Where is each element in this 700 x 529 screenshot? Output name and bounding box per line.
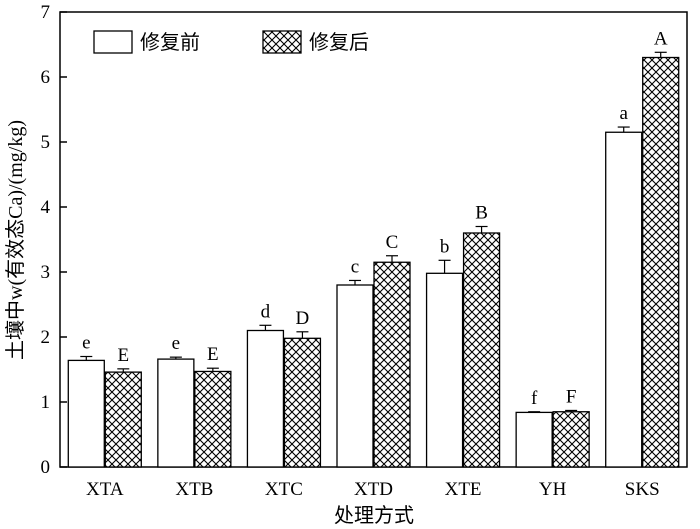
legend-label-before: 修复前 [140, 31, 200, 54]
bar-before [605, 131, 643, 468]
x-tick-label: YH [539, 479, 567, 500]
bar-after [552, 411, 590, 468]
bar-before [336, 284, 374, 468]
x-tick-label: XTC [265, 479, 303, 500]
significance-label: D [296, 308, 310, 329]
significance-label: E [207, 344, 219, 365]
bar-after [462, 232, 501, 468]
significance-label: b [440, 236, 450, 257]
bar-after [373, 261, 411, 468]
significance-label: c [351, 256, 359, 277]
y-tick-label: 0 [41, 457, 51, 478]
bar-before [515, 411, 553, 468]
legend-swatch-after [262, 30, 302, 54]
y-axis-title: 土壤中w(有效态Ca)/(mg/kg) [4, 120, 27, 360]
significance-label: A [654, 28, 668, 49]
x-tick-label: SKS [625, 479, 660, 500]
legend-label-after: 修复后 [309, 31, 369, 54]
y-tick-label: 6 [41, 67, 51, 88]
y-tick-label: 7 [41, 2, 51, 23]
y-tick-label: 4 [41, 197, 51, 218]
y-tick-label: 5 [41, 132, 51, 153]
bar-before [425, 272, 464, 468]
significance-label: C [386, 232, 399, 253]
bar-after [104, 371, 142, 468]
x-axis-title: 处理方式 [334, 504, 414, 527]
bar-after [642, 56, 680, 468]
significance-label: E [117, 345, 129, 366]
bar-before [157, 358, 195, 468]
legend-swatch-before [93, 30, 133, 54]
bar-series-group: e e d c b f a E E D C B F A [67, 28, 680, 468]
y-tick-label: 2 [41, 327, 51, 348]
significance-label: B [475, 203, 488, 224]
bar-before [67, 359, 105, 468]
significance-label: f [531, 388, 538, 409]
y-tick-label: 1 [41, 392, 51, 413]
bar-after [194, 370, 232, 468]
y-axis: 0 1 2 3 4 5 6 7 [41, 2, 67, 478]
bar-before [246, 329, 285, 468]
significance-label: e [82, 333, 90, 354]
significance-label: F [566, 386, 577, 407]
bar-after [283, 337, 322, 468]
y-tick-label: 3 [41, 262, 51, 283]
x-tick-label: XTD [354, 479, 393, 500]
legend: 修复前 修复后 [93, 30, 369, 54]
significance-label: e [172, 333, 180, 354]
x-tick-label: XTA [86, 479, 124, 500]
x-tick-label: XTB [175, 479, 213, 500]
significance-label: d [261, 301, 271, 322]
x-tick-label: XTE [445, 479, 482, 500]
significance-label: a [619, 103, 628, 124]
